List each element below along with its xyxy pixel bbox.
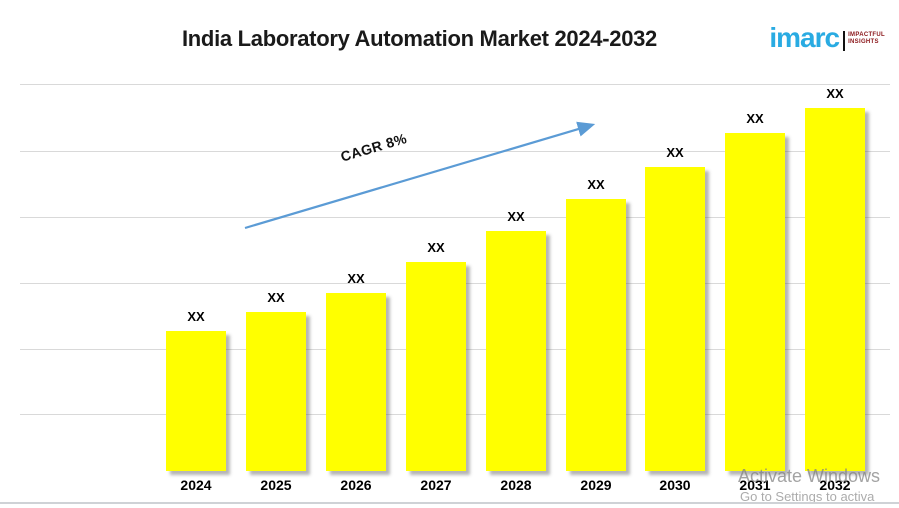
bar-value-label: XX [427, 240, 445, 255]
bar-value-label: XX [666, 145, 684, 160]
bar [725, 133, 785, 471]
bar-value-label: XX [826, 86, 844, 101]
bar [326, 293, 386, 471]
window-bottom-edge [0, 502, 899, 504]
bar-value-label: XX [587, 177, 605, 192]
x-axis-label: 2025 [260, 477, 292, 493]
x-axis-label: 2027 [420, 477, 452, 493]
bar-value-label: XX [187, 309, 205, 324]
bar [486, 231, 546, 471]
imarc-logo: imarc IMPACTFUL INSIGHTS [769, 24, 885, 52]
bar-value-label: XX [267, 290, 285, 305]
logo-divider [843, 31, 846, 51]
bar [645, 167, 705, 471]
bar-value-label: XX [746, 111, 764, 126]
imarc-logo-text: imarc [769, 22, 840, 53]
bar [566, 199, 626, 471]
bar [166, 331, 226, 471]
bar [406, 262, 466, 471]
x-axis-label: 2024 [180, 477, 212, 493]
x-axis-label: 2032 [819, 477, 851, 493]
chart-title: India Laboratory Automation Market 2024-… [181, 26, 657, 51]
logo-tagline-line1: IMPACTFUL [848, 32, 885, 38]
x-axis-label: 2030 [659, 477, 691, 493]
cagr-label: CAGR 8% [338, 129, 409, 165]
x-axis-label: 2029 [580, 477, 612, 493]
bar [805, 108, 865, 471]
x-axis-label: 2026 [340, 477, 372, 493]
bar-value-label: XX [347, 271, 365, 286]
x-axis-label: 2031 [739, 477, 771, 493]
logo-tagline: IMPACTFUL INSIGHTS [848, 32, 885, 46]
logo-tagline-line2: INSIGHTS [848, 39, 879, 45]
bar [246, 312, 306, 471]
x-axis-label: 2028 [500, 477, 532, 493]
bar-value-label: XX [507, 209, 525, 224]
gridline [20, 84, 890, 85]
